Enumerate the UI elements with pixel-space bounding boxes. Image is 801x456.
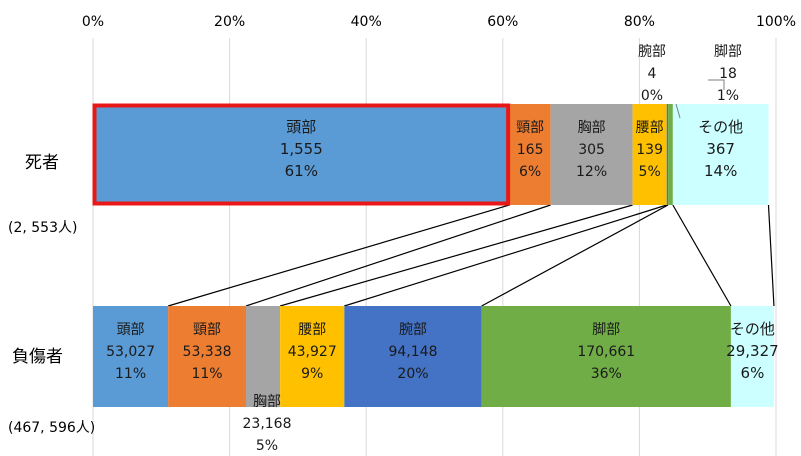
bar-segment	[168, 306, 246, 407]
bar-segment	[668, 104, 673, 205]
connector-line	[344, 204, 667, 307]
data-label: 61%	[285, 162, 318, 180]
data-label: 9%	[301, 366, 323, 382]
data-label: 胸部	[253, 394, 281, 410]
data-label: 36%	[591, 366, 622, 382]
data-label: 170,661	[577, 344, 635, 360]
x-tick-label: 40%	[351, 14, 382, 30]
bars	[92, 103, 774, 407]
bar-segment	[509, 104, 551, 205]
data-label: 6%	[741, 364, 765, 382]
data-label: 1,555	[280, 140, 323, 158]
data-label: 14%	[704, 162, 737, 180]
data-label: 29,327	[726, 342, 779, 360]
row-total-deaths: (2, 553人)	[8, 220, 77, 236]
data-label: その他	[698, 118, 743, 136]
data-label: 165	[517, 142, 544, 158]
data-label: 367	[706, 140, 735, 158]
data-label: 頸部	[193, 322, 221, 338]
data-label: 5%	[639, 164, 661, 180]
row-total-injured: (467, 596人)	[8, 420, 95, 436]
data-label: 1%	[717, 88, 739, 104]
data-label: 20%	[397, 366, 428, 382]
data-label: 139	[636, 142, 663, 158]
bar-segment	[730, 306, 774, 407]
bar-segment	[550, 104, 633, 205]
bar-segment	[93, 306, 169, 407]
data-label: 頸部	[516, 120, 544, 136]
row-label-injured: 負傷者	[12, 347, 63, 367]
data-label: その他	[730, 320, 775, 338]
data-label: 23,168	[243, 416, 292, 432]
bar-segment	[481, 306, 731, 407]
highlight-box	[92, 103, 511, 206]
bar-segment	[344, 306, 482, 407]
x-tick-label: 20%	[214, 14, 245, 30]
x-tick-label: 100%	[756, 14, 796, 30]
data-label: 0%	[641, 88, 663, 104]
data-label: 胸部	[578, 120, 606, 136]
bar-segment	[666, 104, 669, 205]
x-tick-label: 80%	[624, 14, 655, 30]
data-label: 腰部	[636, 120, 664, 136]
connector-line	[279, 204, 633, 307]
segment-labels: 頭部 1,555 61% 頸部 165 6% 胸部 305 12% 腰部 139 5% その他 367 14…	[106, 44, 779, 454]
x-tick-label: 0%	[82, 14, 104, 30]
connector-lines	[167, 204, 775, 307]
bar-segment	[245, 306, 281, 407]
data-label: 脚部	[592, 322, 620, 338]
data-label: 53,027	[106, 344, 155, 360]
data-label: 12%	[576, 164, 607, 180]
x-tick-label: 60%	[487, 14, 518, 30]
data-label: 腕部	[399, 322, 427, 338]
leader-line	[675, 103, 681, 119]
connector-line	[767, 204, 775, 307]
connector-line	[672, 204, 732, 307]
data-label: 18	[719, 66, 737, 82]
data-label: 94,148	[388, 344, 437, 360]
bar-segment	[672, 104, 769, 205]
data-label: 43,927	[288, 344, 337, 360]
bar-segment	[632, 104, 667, 205]
connector-line	[481, 204, 669, 307]
row-label-deaths: 死者	[25, 153, 59, 173]
data-label: 5%	[256, 438, 278, 454]
connector-line	[167, 204, 510, 307]
x-tick-labels: 0% 20% 40% 60% 80% 100%	[82, 14, 796, 30]
data-label: 11%	[191, 366, 222, 382]
data-label: 53,338	[183, 344, 232, 360]
data-label: 腰部	[298, 322, 326, 338]
data-label: 腕部	[638, 44, 666, 60]
data-label: 頭部	[286, 118, 316, 136]
data-label: 305	[578, 142, 605, 158]
bar-segment	[93, 104, 510, 205]
connector-line	[245, 204, 551, 307]
bar-segment	[280, 306, 345, 407]
data-label: 頭部	[117, 322, 145, 338]
leader-line	[708, 79, 725, 90]
data-label: 6%	[519, 164, 541, 180]
data-label: 脚部	[714, 44, 742, 60]
data-label: 11%	[115, 366, 146, 382]
data-label: 4	[648, 66, 657, 82]
